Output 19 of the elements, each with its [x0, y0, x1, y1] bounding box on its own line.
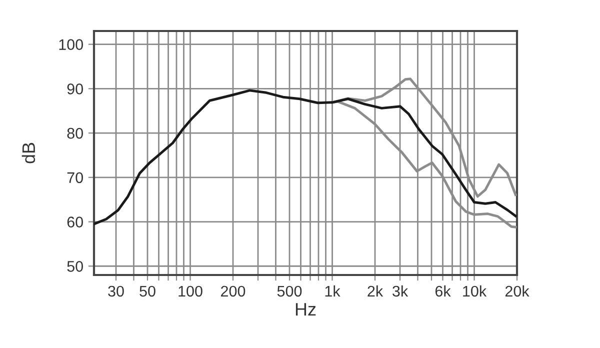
x-tick-label: 500 — [277, 286, 302, 297]
x-axis-title: Hz — [296, 303, 316, 316]
x-tick-label: 100 — [178, 286, 202, 297]
y-tick-label: 50 — [67, 260, 83, 272]
x-tick-label: 1k — [325, 285, 340, 296]
x-tick-label: 30 — [108, 286, 124, 297]
y-tick-label: 60 — [67, 216, 83, 228]
x-tick-label: 50 — [140, 286, 156, 297]
x-tick-label: 20k — [505, 285, 530, 297]
x-tick-label: 200 — [221, 286, 246, 297]
x-tick-label: 10k — [463, 285, 487, 297]
y-tick-label: 70 — [67, 172, 83, 184]
x-tick-label: 3k — [392, 285, 408, 297]
y-tick-label: 80 — [67, 128, 83, 139]
x-tick-label: 6k — [435, 285, 451, 297]
y-tick-label: 90 — [67, 84, 83, 94]
y-axis-title: dB — [22, 142, 36, 164]
x-tick-label: 2k — [368, 285, 384, 296]
y-tick-label: 100 — [59, 39, 83, 50]
